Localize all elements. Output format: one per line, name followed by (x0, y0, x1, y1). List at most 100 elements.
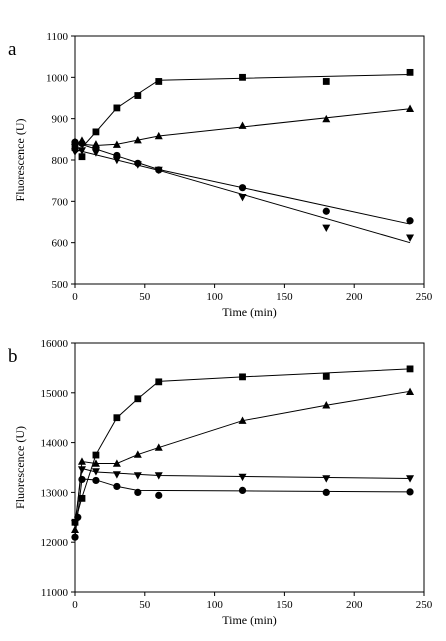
data-point-circle (78, 475, 86, 484)
data-point-circle (71, 533, 79, 541)
data-point-triangle-up (154, 131, 163, 140)
y-tick-label: 1100 (46, 31, 68, 43)
data-point-triangle-down (238, 194, 247, 202)
data-point-circle (78, 139, 86, 148)
x-tick-label: 100 (206, 599, 223, 611)
y-tick-label: 16000 (41, 338, 69, 350)
data-point-square (155, 78, 163, 85)
data-point-triangle-down (406, 234, 415, 242)
fit-line (74, 368, 411, 523)
data-point-triangle-up (112, 140, 121, 148)
fit-line (74, 141, 411, 225)
data-point-circle (238, 184, 247, 192)
data-point-triangle-up (154, 443, 163, 451)
data-point-circle (92, 476, 100, 485)
y-tick-label: 11000 (41, 587, 69, 599)
x-axis-label: Time (min) (222, 613, 277, 627)
data-point-circle (155, 491, 163, 499)
x-tick-label: 250 (416, 291, 433, 303)
data-point-square (322, 372, 330, 380)
y-tick-label: 14000 (41, 438, 69, 450)
data-point-triangle-down (322, 224, 331, 232)
data-point-square (322, 78, 330, 85)
data-point-circle (134, 488, 142, 496)
x-tick-label: 0 (72, 599, 78, 611)
y-axis-label: Fluorescence (U) (13, 119, 27, 202)
data-point-square (134, 92, 142, 99)
data-point-triangle-down (406, 475, 415, 483)
y-tick-label: 700 (52, 196, 69, 208)
data-point-square (155, 378, 163, 386)
x-tick-label: 150 (276, 599, 293, 611)
data-point-triangle-down (77, 147, 86, 155)
series-triangle-up (71, 387, 415, 533)
data-point-square (92, 451, 100, 459)
data-point-triangle-up (133, 135, 142, 144)
fit-line (74, 390, 411, 530)
data-point-circle (238, 486, 247, 495)
data-point-triangle-up (71, 525, 79, 533)
data-point-circle (71, 138, 79, 146)
data-point-triangle-up (406, 104, 415, 112)
data-point-circle (406, 488, 414, 496)
data-point-triangle-down (322, 475, 331, 483)
plot-frame (74, 342, 425, 593)
series-square (71, 365, 414, 526)
data-point-square (92, 128, 100, 136)
y-tick-label: 500 (52, 279, 69, 291)
y-tick-label: 15000 (41, 388, 69, 400)
data-point-triangle-up (91, 459, 100, 467)
x-tick-label: 250 (416, 599, 433, 611)
y-tick-label: 900 (52, 114, 69, 126)
data-point-triangle-up (406, 387, 415, 396)
data-point-triangle-down (133, 472, 142, 480)
panel-label: b (8, 346, 18, 367)
data-point-circle (74, 513, 82, 521)
y-tick-label: 800 (52, 155, 69, 167)
data-point-triangle-down (112, 156, 121, 165)
series-triangle-up (71, 104, 415, 148)
x-tick-label: 200 (346, 599, 363, 611)
data-point-triangle-down (133, 161, 142, 169)
data-point-square (239, 373, 246, 381)
panel-b: b 0 50 100 150 200 250 11000 12000 13000 14000 1500… (8, 338, 433, 627)
data-point-square (78, 153, 86, 161)
series-circle (71, 475, 414, 541)
data-point-triangle-down (112, 471, 121, 479)
data-point-triangle-up (133, 450, 142, 458)
data-point-square (406, 365, 414, 373)
y-tick-label: 12000 (41, 537, 69, 549)
data-point-square (71, 144, 79, 151)
y-axis-label: Fluorescence (U) (13, 426, 27, 509)
data-point-triangle-up (77, 457, 86, 465)
data-point-triangle-up (322, 114, 331, 123)
data-point-triangle-up (322, 401, 331, 409)
data-point-triangle-down (238, 473, 247, 482)
plot-frame (74, 35, 425, 285)
x-tick-label: 0 (72, 291, 78, 303)
data-point-triangle-down (77, 466, 86, 474)
data-point-triangle-down (91, 149, 100, 157)
x-tick-label: 50 (139, 291, 151, 303)
series-triangle-down (71, 147, 415, 244)
x-tick-label: 200 (346, 291, 363, 303)
y-tick-label: 1000 (46, 72, 69, 84)
y-tick-label: 600 (52, 238, 69, 250)
data-point-square (406, 68, 414, 76)
data-point-triangle-up (238, 121, 247, 129)
x-tick-label: 150 (276, 291, 293, 303)
x-tick-label: 100 (206, 291, 223, 303)
data-point-circle (322, 488, 330, 496)
data-point-triangle-down (91, 468, 100, 476)
data-point-square (239, 73, 246, 81)
data-point-circle (406, 217, 414, 225)
series-circle (71, 138, 414, 225)
data-point-triangle-down (154, 166, 163, 175)
series-square (71, 68, 414, 161)
series-triangle-down (71, 466, 415, 528)
x-axis-label: Time (min) (222, 305, 277, 319)
data-point-circle (322, 207, 330, 215)
data-point-square (113, 104, 121, 112)
data-point-triangle-down (71, 148, 79, 156)
